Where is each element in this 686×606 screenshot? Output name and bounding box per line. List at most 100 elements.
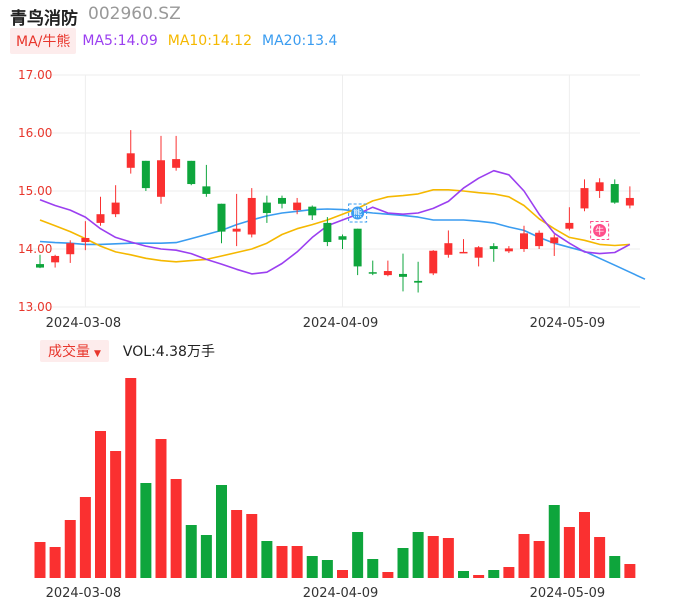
candle	[51, 254, 60, 268]
candle-body	[187, 160, 196, 185]
volume-bar	[458, 571, 469, 578]
ma-legend: MA/牛熊 MA5:14.09 MA10:14.12 MA20:13.4	[10, 28, 347, 54]
candle	[278, 195, 286, 209]
candle	[202, 164, 211, 197]
volume-bar	[579, 512, 590, 578]
signal-marker-label: 熊	[353, 208, 362, 220]
candle	[36, 254, 44, 269]
candle	[187, 160, 196, 186]
candle-body	[232, 228, 241, 232]
volume-bar	[473, 575, 485, 578]
volume-bar	[594, 537, 606, 578]
candle	[96, 196, 105, 226]
candle	[111, 185, 120, 218]
candle-body	[172, 159, 181, 168]
candle-body	[262, 202, 271, 214]
volume-bar	[291, 546, 303, 578]
candle	[217, 203, 226, 244]
candle	[353, 228, 362, 276]
candle-body	[66, 243, 75, 255]
candle-body	[399, 273, 407, 277]
candle-body	[157, 160, 165, 197]
candle-body	[580, 188, 589, 209]
signal-marker-dot	[593, 223, 607, 237]
candle	[414, 261, 423, 293]
candle-body	[535, 232, 544, 247]
price-tick-label: 15.00	[18, 184, 52, 198]
volume-bar	[261, 541, 273, 578]
candle-body	[278, 197, 286, 204]
price-date-label: 2024-04-09	[303, 316, 379, 331]
candle	[141, 160, 150, 191]
candle-body	[141, 160, 150, 189]
volume-bar	[337, 570, 348, 578]
volume-bar	[321, 560, 333, 578]
volume-bar	[216, 485, 227, 578]
volume-bar	[49, 547, 61, 578]
candle	[383, 260, 392, 277]
volume-bar	[200, 535, 212, 578]
signal-marker-label: 牛	[595, 225, 604, 237]
candle	[565, 207, 574, 231]
volume-legend: 成交量 ▼ VOL:4.38万手	[40, 340, 215, 362]
ma10-line	[39, 189, 630, 263]
candle	[520, 225, 528, 252]
volume-date-label: 2024-04-09	[303, 586, 379, 601]
volume-bar	[442, 538, 454, 578]
volume-bar	[34, 542, 46, 578]
signal-marker: 牛	[590, 220, 610, 240]
indicator-selector[interactable]: 成交量 ▼	[40, 340, 109, 362]
signal-marker-dot	[351, 206, 365, 220]
candle-body	[308, 206, 317, 216]
candle-body	[51, 255, 60, 263]
volume-bar	[503, 567, 515, 578]
candle-body	[414, 280, 423, 283]
candle	[550, 234, 559, 256]
price-tick-label: 14.00	[18, 242, 52, 256]
volume-bar	[548, 505, 560, 578]
candle	[323, 217, 332, 247]
candle-body	[489, 246, 498, 249]
candle-body	[550, 237, 559, 244]
volume-date-label: 2024-05-09	[530, 586, 606, 601]
ma20-line	[39, 208, 646, 280]
candle	[368, 260, 377, 276]
candle	[247, 188, 256, 238]
candle-body	[520, 233, 528, 249]
candle-body	[293, 202, 302, 211]
ma10-legend: MA10:14.12	[167, 33, 253, 49]
candle-body	[368, 272, 377, 274]
candle	[429, 250, 438, 276]
volume-bar	[609, 556, 621, 578]
candle-body	[610, 184, 619, 203]
volume-bar	[624, 564, 636, 578]
candle-body	[504, 248, 513, 252]
candle-body	[459, 251, 468, 254]
price-date-label: 2024-03-08	[46, 316, 122, 331]
volume-bar	[276, 546, 288, 578]
candle-body	[217, 203, 226, 232]
volume-bar	[79, 497, 91, 578]
candle	[308, 205, 317, 220]
candle	[459, 239, 468, 254]
volume-bar	[563, 527, 575, 578]
candle-body	[247, 197, 256, 235]
ma-type-selector[interactable]: MA/牛熊	[10, 28, 77, 54]
candle-body	[383, 271, 392, 276]
volume-bar	[518, 534, 530, 578]
candle-body	[323, 222, 332, 243]
candle-body	[111, 202, 120, 215]
candle	[444, 230, 453, 258]
candle-body	[565, 222, 574, 229]
candle	[66, 240, 75, 263]
signal-marker: 熊	[348, 203, 368, 223]
candle	[172, 135, 181, 171]
price-tick-label: 17.00	[18, 68, 52, 82]
candle	[535, 230, 544, 249]
volume-bar	[110, 451, 122, 578]
candle-body	[126, 153, 135, 168]
price-date-label: 2024-05-09	[530, 316, 606, 331]
candle-body	[36, 264, 44, 268]
chevron-down-icon: ▼	[94, 349, 101, 359]
